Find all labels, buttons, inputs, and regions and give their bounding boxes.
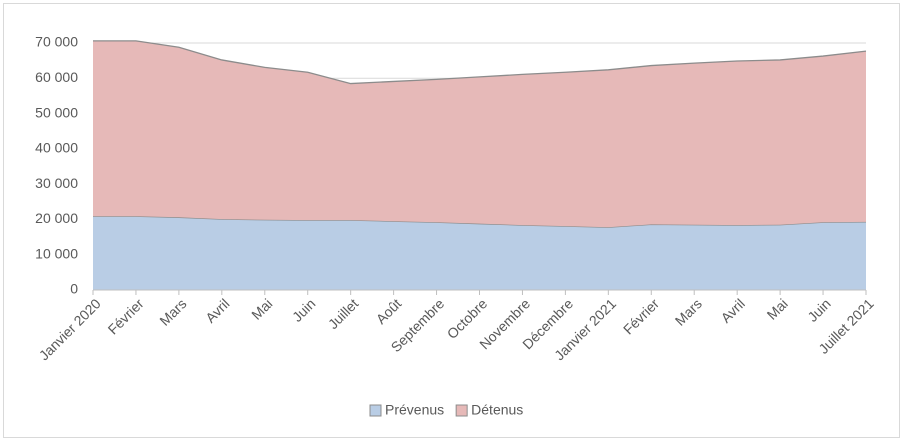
area <box>93 216 866 290</box>
y-tick-label: 50 000 <box>35 104 78 120</box>
area-edge <box>93 40 867 85</box>
y-tick-label: 30 000 <box>35 175 78 191</box>
y-tick-label: 70 000 <box>35 34 78 50</box>
legend-swatch <box>455 404 468 417</box>
y-tick-label: 40 000 <box>35 140 78 156</box>
legend-label: Prévenus <box>385 402 444 418</box>
area <box>93 40 866 228</box>
y-tick-label: 0 <box>70 281 78 297</box>
y-tick-label: 60 000 <box>35 69 78 85</box>
legend-label: Détenus <box>471 402 523 418</box>
y-tick-label: 10 000 <box>35 245 78 261</box>
y-tick-label: 20 000 <box>35 210 78 226</box>
legend-swatch <box>369 404 382 417</box>
